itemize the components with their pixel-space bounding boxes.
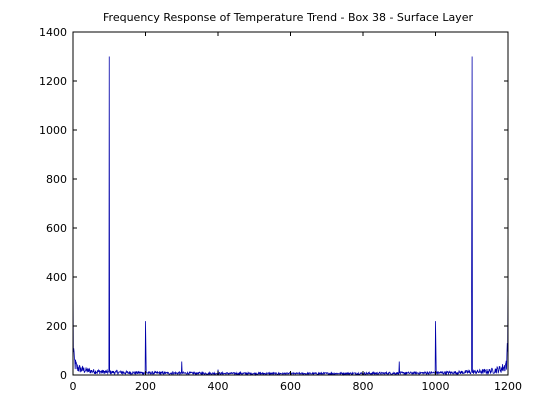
axes-box [72, 31, 509, 376]
x-tick-label: 600 [280, 380, 301, 393]
y-tick-label: 1000 [39, 124, 67, 137]
y-tick-label: 800 [46, 173, 67, 186]
y-tick-label: 600 [46, 222, 67, 235]
x-tick-label: 0 [70, 380, 77, 393]
x-tick-label: 400 [208, 380, 229, 393]
series-line [72, 56, 509, 377]
y-tick-label: 400 [46, 271, 67, 284]
y-axis: 0 200 400 600 800 1000 1200 1400 [39, 26, 508, 382]
plot-area [72, 56, 509, 377]
y-tick-label: 1400 [39, 26, 67, 39]
x-axis: 0 200 400 600 800 1000 1200 [70, 32, 522, 393]
chart-title: Frequency Response of Temperature Trend … [103, 11, 473, 24]
x-tick-label: 1200 [494, 380, 522, 393]
x-tick-label: 1000 [422, 380, 450, 393]
x-tick-label: 800 [353, 380, 374, 393]
y-tick-label: 1200 [39, 75, 67, 88]
x-tick-label: 200 [135, 380, 156, 393]
y-tick-label: 0 [60, 369, 67, 382]
y-tick-label: 200 [46, 320, 67, 333]
